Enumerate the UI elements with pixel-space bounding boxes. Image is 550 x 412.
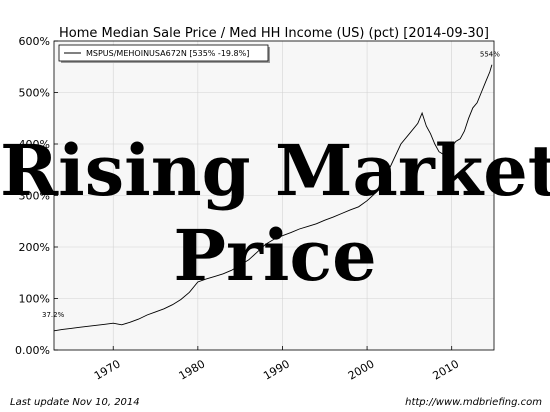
x-tick-label: 1980 xyxy=(177,357,208,382)
x-tick-label: 1990 xyxy=(261,357,292,382)
last-update-text: Last update Nov 10, 2014 xyxy=(10,397,140,408)
y-tick-label: 100% xyxy=(19,293,50,306)
x-tick-label: 2000 xyxy=(346,357,377,382)
legend-label: MSPUS/MEHOINUSA672N [535% -19.8%] xyxy=(86,49,249,58)
y-tick-label: 500% xyxy=(19,87,50,100)
y-tick-label: 200% xyxy=(19,241,50,254)
chart-title: Home Median Sale Price / Med HH Income (… xyxy=(59,26,489,41)
overlay-title-line-2: Price xyxy=(173,214,377,297)
x-tick-label: 1970 xyxy=(92,357,123,382)
x-tick-label: 2010 xyxy=(430,357,461,382)
y-tick-label: 300% xyxy=(19,190,50,203)
start-value-label: 37.2% xyxy=(42,311,65,319)
legend-box xyxy=(58,44,269,62)
y-tick-label: 0.00% xyxy=(15,344,50,357)
end-value-label: 554% xyxy=(480,51,500,59)
y-tick-label: 400% xyxy=(19,138,50,151)
series-line xyxy=(53,64,493,332)
source-url-text: http://www.mdbriefing.com xyxy=(405,397,542,408)
overlay-title-line-1: Rising Market xyxy=(0,129,550,212)
y-tick-label: 600% xyxy=(19,35,50,48)
